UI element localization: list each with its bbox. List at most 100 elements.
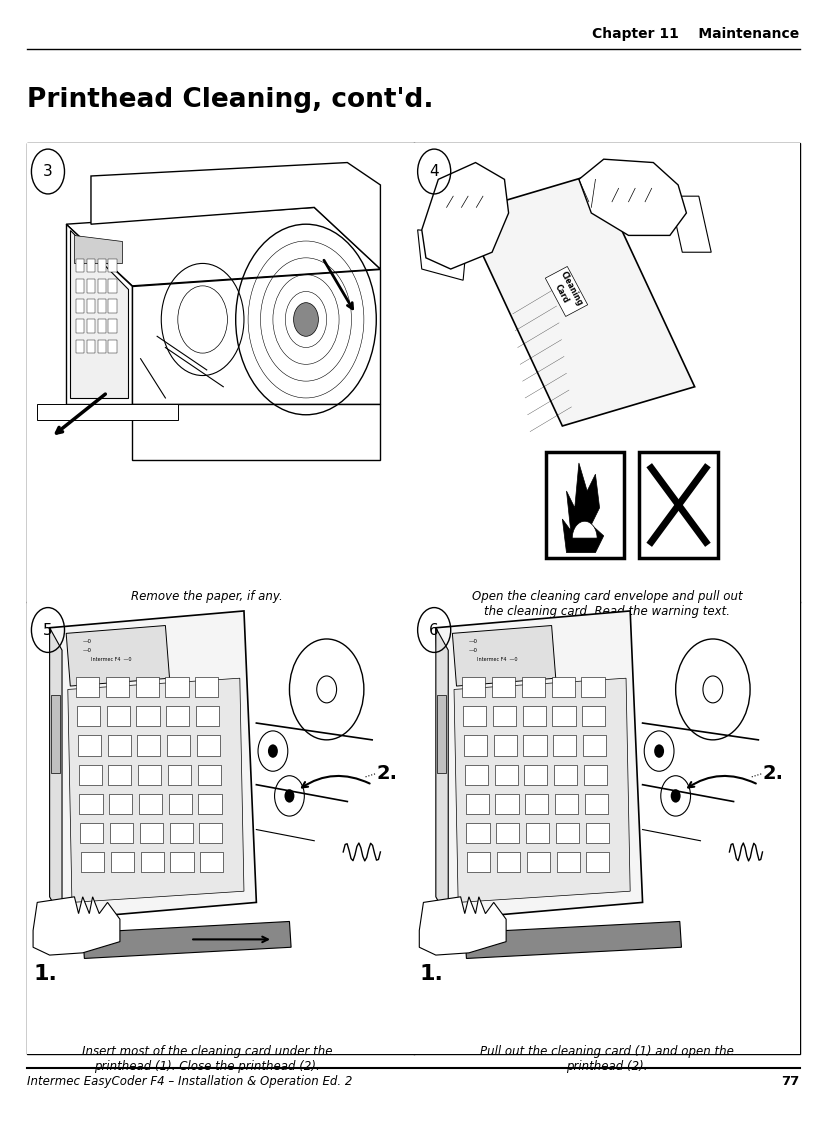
Bar [199, 823, 222, 843]
Text: Printhead Cleaning, cont'd.: Printhead Cleaning, cont'd. [27, 87, 434, 113]
Polygon shape [91, 163, 380, 269]
Bar [198, 794, 222, 814]
Bar [586, 823, 609, 843]
Polygon shape [66, 207, 380, 286]
Text: —0: —0 [469, 639, 478, 643]
Bar [466, 823, 490, 843]
Polygon shape [66, 626, 170, 686]
Bar [554, 765, 577, 785]
Polygon shape [37, 404, 178, 420]
Bar [546, 452, 624, 558]
Polygon shape [33, 897, 120, 955]
Polygon shape [50, 611, 256, 919]
Bar [79, 794, 103, 814]
Text: —0: —0 [469, 648, 478, 652]
Polygon shape [132, 404, 380, 460]
Bar [137, 735, 160, 756]
Bar [462, 677, 485, 697]
Bar [98, 340, 106, 353]
Bar [639, 452, 718, 558]
Bar [87, 279, 95, 293]
Bar [108, 299, 117, 313]
Bar [414, 143, 800, 602]
Bar [87, 299, 95, 313]
Text: 1.: 1. [419, 964, 443, 984]
Polygon shape [579, 159, 686, 235]
Bar [107, 706, 130, 726]
Bar [27, 602, 414, 1054]
Bar [492, 677, 515, 697]
Bar [140, 823, 163, 843]
Bar [196, 706, 219, 726]
Text: 2.: 2. [762, 765, 783, 782]
Bar [78, 735, 101, 756]
Polygon shape [68, 678, 244, 902]
Bar [76, 299, 84, 313]
Bar [51, 695, 60, 773]
Bar [495, 765, 518, 785]
Bar [552, 706, 576, 726]
Bar [197, 735, 220, 756]
Text: —0: —0 [83, 648, 92, 652]
Bar [494, 735, 517, 756]
Bar [195, 677, 218, 697]
Bar [76, 677, 99, 697]
Polygon shape [419, 897, 506, 955]
Bar [106, 677, 129, 697]
Bar [77, 706, 100, 726]
Polygon shape [465, 921, 681, 958]
Text: Remove the paper, if any.: Remove the paper, if any. [131, 590, 283, 603]
Bar [523, 706, 546, 726]
Circle shape [654, 744, 664, 758]
Polygon shape [436, 628, 448, 919]
Wedge shape [572, 521, 597, 538]
Text: —0: —0 [83, 639, 92, 643]
Bar [108, 765, 131, 785]
Bar [108, 340, 117, 353]
Bar [585, 794, 608, 814]
Circle shape [284, 789, 294, 803]
Bar [555, 794, 578, 814]
Text: 77: 77 [782, 1075, 800, 1088]
Bar [553, 735, 576, 756]
Polygon shape [418, 230, 467, 280]
Bar [170, 823, 193, 843]
Bar [169, 794, 192, 814]
Bar [108, 259, 117, 272]
Polygon shape [436, 611, 643, 919]
Polygon shape [74, 235, 122, 263]
Bar [87, 319, 95, 333]
Text: Intermec F4  —0: Intermec F4 —0 [91, 657, 131, 661]
Bar [467, 852, 490, 872]
Bar [584, 765, 607, 785]
Polygon shape [422, 163, 509, 269]
Text: 6: 6 [429, 622, 439, 638]
Bar [493, 706, 516, 726]
Bar [138, 765, 161, 785]
Bar [108, 279, 117, 293]
Bar [109, 794, 132, 814]
Bar [581, 677, 605, 697]
Text: Intermec F4  —0: Intermec F4 —0 [477, 657, 518, 661]
Text: 3: 3 [43, 164, 53, 179]
Bar [108, 319, 117, 333]
Bar [495, 794, 519, 814]
Polygon shape [670, 196, 711, 252]
Bar [524, 765, 547, 785]
Text: 4: 4 [429, 164, 439, 179]
Bar [110, 823, 133, 843]
Bar [557, 852, 580, 872]
Polygon shape [83, 921, 291, 958]
Polygon shape [70, 230, 128, 398]
Bar [80, 823, 103, 843]
Bar [414, 602, 800, 1054]
Bar [466, 794, 489, 814]
Text: 1.: 1. [33, 964, 57, 984]
Bar [497, 852, 520, 872]
Bar [27, 143, 800, 1054]
Bar [168, 765, 191, 785]
Bar [525, 794, 548, 814]
Polygon shape [50, 628, 62, 919]
Bar [527, 852, 550, 872]
Bar [465, 765, 488, 785]
